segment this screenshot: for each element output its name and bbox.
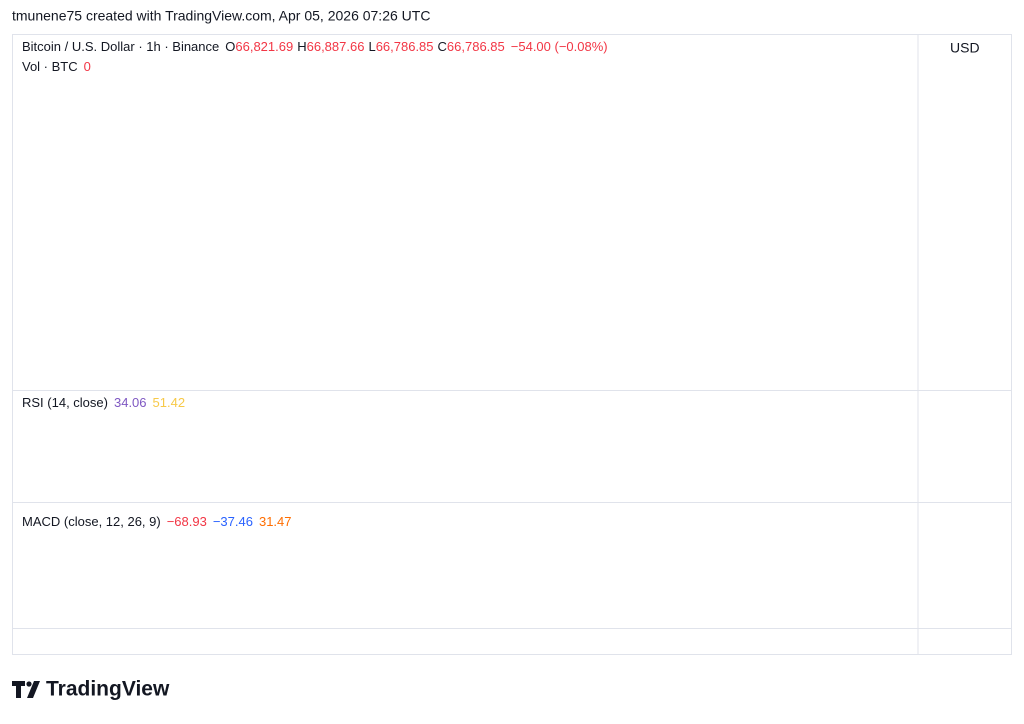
frame [12,34,1012,655]
rsi-value: 34.06 [114,395,147,410]
h-value: 66,887.66 [307,39,365,54]
logo-icon [12,681,40,698]
legend: Bitcoin / U.S. Dollar · 1h · Binance O66,… [22,39,608,54]
logo: TradingView [12,678,170,701]
logo-icon-dot [26,681,32,687]
rsi-ma-value: 51.42 [153,395,186,410]
h-label: H [297,39,306,54]
macd-hist-value: −68.93 [167,514,207,529]
l-label: L [368,39,375,54]
volume-label: Vol · BTC [22,59,78,74]
macd-value: −37.46 [213,514,253,529]
l-value: 66,786.85 [376,39,434,54]
rsi-legend: RSI (14, close) 34.06 51.42 [22,395,185,410]
macd-title: MACD (close, 12, 26, 9) [22,514,161,529]
macd-legend: MACD (close, 12, 26, 9) −68.93 −37.46 31.47 [22,514,292,529]
symbol: Bitcoin / U.S. Dollar · 1h · Binance [22,39,219,54]
signal-value: 31.47 [259,514,292,529]
o-value: 66,821.69 [235,39,293,54]
attribution: tmunene75 created with TradingView.com, … [12,8,430,24]
o-label: O [225,39,235,54]
volume-value: 0 [84,59,91,74]
c-value: 66,786.85 [447,39,505,54]
volume-legend: Vol · BTC 0 [22,59,91,74]
logo-text: TradingView [46,678,170,701]
change: −54.00 (−0.08%) [511,39,608,54]
rsi-title: RSI (14, close) [22,395,108,410]
c-label: C [438,39,447,54]
currency: USD [950,40,980,56]
